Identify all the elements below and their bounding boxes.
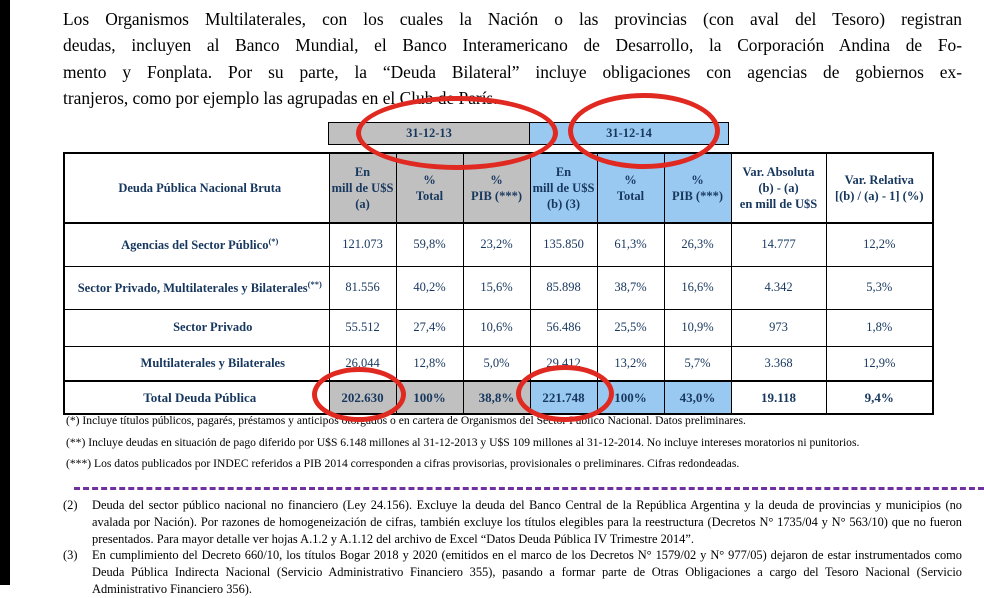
footnote-ref: (*) bbox=[268, 236, 279, 247]
intro-line: tranjeros, como por ejemplo las agrupada… bbox=[63, 87, 498, 108]
cell: 40,2% bbox=[395, 265, 464, 310]
intro-line: deudas, incluyen al Banco Mundial, el Ba… bbox=[63, 35, 962, 56]
col-header-2013-mill: En mill de U$S (a) bbox=[328, 152, 397, 224]
row-label: Agencias del Sector Público(*) bbox=[63, 222, 330, 267]
page-edge-strip bbox=[0, 0, 10, 585]
row-label: Sector Privado, Multilaterales y Bilater… bbox=[63, 265, 330, 310]
col-header-2014-pib: % PIB (***) bbox=[663, 152, 732, 224]
cell: 973 bbox=[730, 308, 827, 347]
footnote-triple-star: (***) Los datos publicados por INDEC ref… bbox=[66, 457, 740, 470]
cell: 3.368 bbox=[730, 345, 827, 382]
endnote-text: En cumplimiento del Decreto 660/10, los … bbox=[92, 548, 962, 596]
corner-header: Deuda Pública Nacional Bruta bbox=[63, 152, 330, 224]
cell: 135.850 bbox=[529, 222, 598, 267]
cell: 12,9% bbox=[825, 345, 934, 382]
footnote-single-star: (*) Incluye títulos públicos, pagarés, p… bbox=[66, 414, 746, 427]
total-cell: 100% bbox=[395, 380, 464, 415]
cell: 13,2% bbox=[596, 345, 665, 382]
cell: 16,6% bbox=[663, 265, 732, 310]
period-header-band: 31-12-13 31-12-14 bbox=[328, 122, 729, 145]
intro-line: mento y Fonplata. Por su parte, la “Deud… bbox=[63, 61, 962, 82]
total-cell-2014-mill: 221.748 bbox=[529, 380, 598, 415]
cell: 121.073 bbox=[328, 222, 397, 267]
endnote-2: (2) Deuda del sector público nacional no… bbox=[63, 497, 962, 547]
cell: 14.777 bbox=[730, 222, 827, 267]
intro-line: Los Organismos Multilaterales, con los c… bbox=[63, 9, 962, 29]
total-cell: 38,8% bbox=[462, 380, 531, 415]
cell: 1,8% bbox=[825, 308, 934, 347]
period-header-2013: 31-12-13 bbox=[328, 122, 530, 145]
cell: 81.556 bbox=[328, 265, 397, 310]
row-label: Multilaterales y Bilaterales bbox=[63, 345, 330, 382]
cell: 10,9% bbox=[663, 308, 732, 347]
period-header-2014: 31-12-14 bbox=[529, 122, 729, 145]
cell: 23,2% bbox=[462, 222, 531, 267]
endnote-text: Deuda del sector público nacional no fin… bbox=[92, 498, 962, 546]
endnote-number: (3) bbox=[63, 548, 78, 563]
cell: 29.412 bbox=[529, 345, 598, 382]
footnote-double-star: (**) Incluye deudas en situación de pago… bbox=[66, 435, 860, 449]
cell: 56.486 bbox=[529, 308, 598, 347]
col-header-2014-mill: En mill de U$S (b) (3) bbox=[529, 152, 598, 224]
table-row-sector-privado-mult-bil: Sector Privado, Multilaterales y Bilater… bbox=[63, 265, 934, 310]
cell: 12,2% bbox=[825, 222, 934, 267]
total-cell: 9,4% bbox=[825, 380, 934, 415]
table-row-total: Total Deuda Pública 202.630 100% 38,8% 2… bbox=[63, 380, 934, 415]
cell: 26.044 bbox=[328, 345, 397, 382]
endnotes: (2) Deuda del sector público nacional no… bbox=[63, 497, 962, 598]
col-header-var-relativa: Var. Relativa [(b) / (a) - 1] (%) bbox=[825, 152, 934, 224]
cell: 85.898 bbox=[529, 265, 598, 310]
cell: 10,6% bbox=[462, 308, 531, 347]
cell: 55.512 bbox=[328, 308, 397, 347]
table-row-agencias: Agencias del Sector Público(*) 121.073 5… bbox=[63, 222, 934, 267]
endnote-number: (2) bbox=[63, 498, 78, 512]
cell: 15,6% bbox=[462, 265, 531, 310]
intro-paragraph: Los Organismos Multilaterales, con los c… bbox=[63, 6, 962, 111]
table-footnotes: (*) Incluye títulos públicos, pagarés, p… bbox=[66, 414, 946, 479]
col-header-2013-pib: % PIB (***) bbox=[462, 152, 531, 224]
footnote-ref: (**) bbox=[307, 278, 322, 289]
cell: 59,8% bbox=[395, 222, 464, 267]
table-header-row: Deuda Pública Nacional Bruta En mill de … bbox=[63, 152, 934, 224]
table-row-sector-privado: Sector Privado 55.512 27,4% 10,6% 56.486… bbox=[63, 308, 934, 347]
table-row-multilaterales-bilaterales: Multilaterales y Bilaterales 26.044 12,8… bbox=[63, 345, 934, 382]
dashed-divider bbox=[74, 487, 984, 490]
total-cell-2013-mill: 202.630 bbox=[328, 380, 397, 415]
cell: 26,3% bbox=[663, 222, 732, 267]
col-header-2014-total: % Total bbox=[596, 152, 665, 224]
cell: 61,3% bbox=[596, 222, 665, 267]
debt-table: Deuda Pública Nacional Bruta En mill de … bbox=[63, 152, 934, 415]
total-cell: 100% bbox=[596, 380, 665, 415]
cell: 38,7% bbox=[596, 265, 665, 310]
endnote-3: (3) En cumplimiento del Decreto 660/10, … bbox=[63, 547, 962, 597]
cell: 27,4% bbox=[395, 308, 464, 347]
cell: 25,5% bbox=[596, 308, 665, 347]
row-label: Sector Privado bbox=[63, 308, 330, 347]
cell: 5,7% bbox=[663, 345, 732, 382]
total-cell: 19.118 bbox=[730, 380, 827, 415]
cell: 12,8% bbox=[395, 345, 464, 382]
col-header-var-absoluta: Var. Absoluta (b) - (a) en mill de U$S bbox=[730, 152, 827, 224]
cell: 5,0% bbox=[462, 345, 531, 382]
cell: 5,3% bbox=[825, 265, 934, 310]
cell: 4.342 bbox=[730, 265, 827, 310]
total-label: Total Deuda Pública bbox=[63, 380, 330, 415]
total-cell: 43,0% bbox=[663, 380, 732, 415]
col-header-2013-total: % Total bbox=[395, 152, 464, 224]
